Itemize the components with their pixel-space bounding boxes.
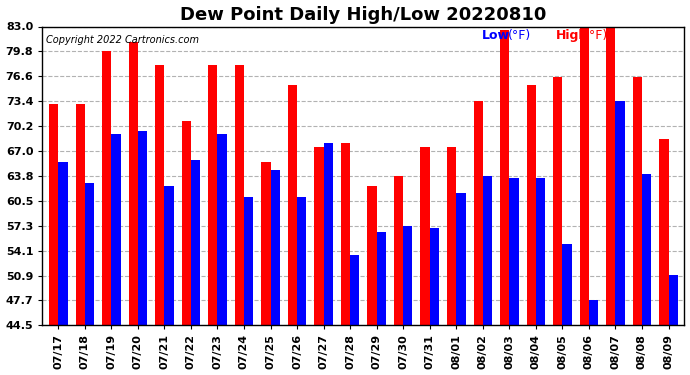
- Bar: [377, 232, 386, 325]
- Bar: [164, 186, 174, 325]
- Bar: [430, 228, 439, 325]
- Bar: [526, 85, 536, 325]
- Bar: [191, 160, 200, 325]
- Bar: [615, 101, 624, 325]
- Bar: [297, 197, 306, 325]
- Bar: [315, 147, 324, 325]
- Bar: [208, 65, 217, 325]
- Text: (°F): (°F): [585, 30, 608, 42]
- Bar: [642, 174, 651, 325]
- Bar: [420, 147, 430, 325]
- Bar: [669, 275, 678, 325]
- Bar: [111, 134, 121, 325]
- Bar: [473, 101, 483, 325]
- Bar: [324, 143, 333, 325]
- Bar: [394, 176, 403, 325]
- Bar: [367, 186, 377, 325]
- Bar: [58, 162, 68, 325]
- Text: Copyright 2022 Cartronics.com: Copyright 2022 Cartronics.com: [46, 36, 199, 45]
- Bar: [509, 178, 519, 325]
- Bar: [217, 134, 227, 325]
- Bar: [181, 121, 191, 325]
- Bar: [270, 170, 280, 325]
- Bar: [536, 178, 545, 325]
- Bar: [447, 147, 456, 325]
- Bar: [659, 139, 669, 325]
- Bar: [553, 77, 562, 325]
- Bar: [128, 42, 138, 325]
- Bar: [580, 27, 589, 325]
- Bar: [456, 194, 466, 325]
- Bar: [102, 51, 111, 325]
- Bar: [75, 104, 85, 325]
- Bar: [500, 30, 509, 325]
- Bar: [341, 143, 350, 325]
- Bar: [633, 77, 642, 325]
- Bar: [85, 183, 94, 325]
- Bar: [49, 104, 58, 325]
- Bar: [562, 244, 572, 325]
- Bar: [607, 27, 615, 325]
- Bar: [483, 176, 492, 325]
- Text: (°F): (°F): [508, 30, 531, 42]
- Bar: [350, 255, 359, 325]
- Bar: [262, 162, 270, 325]
- Text: High: High: [556, 30, 589, 42]
- Bar: [589, 300, 598, 325]
- Bar: [138, 131, 147, 325]
- Bar: [403, 226, 413, 325]
- Title: Dew Point Daily High/Low 20220810: Dew Point Daily High/Low 20220810: [180, 6, 546, 24]
- Bar: [244, 197, 253, 325]
- Bar: [235, 65, 244, 325]
- Bar: [155, 65, 164, 325]
- Bar: [288, 85, 297, 325]
- Text: Low: Low: [482, 30, 510, 42]
